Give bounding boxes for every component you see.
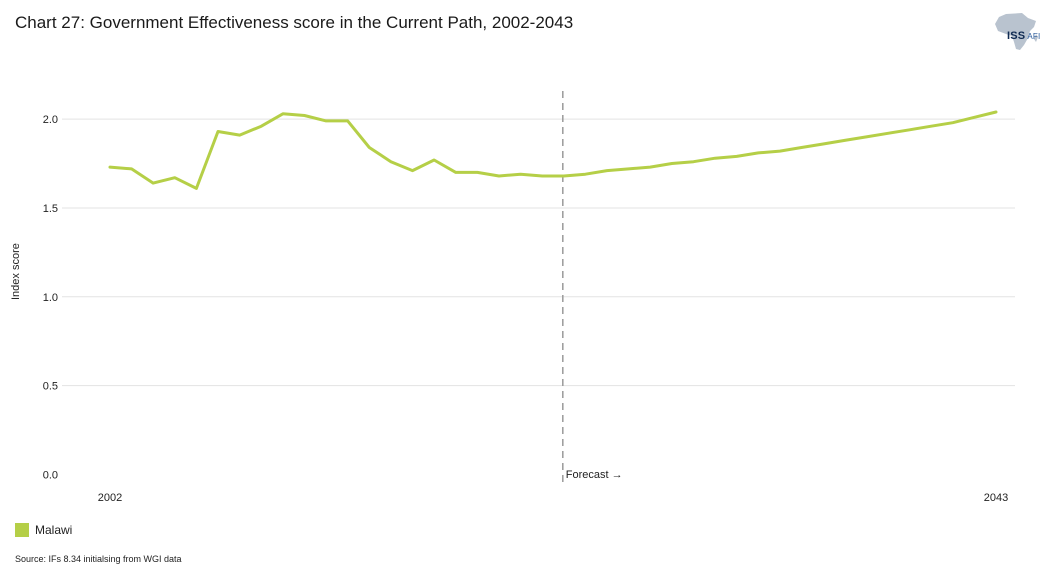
chart-title: Chart 27: Government Effectiveness score…	[15, 13, 574, 32]
legend-swatch-malawi	[15, 523, 29, 537]
logo-sub: AFI	[1027, 32, 1041, 41]
y-tick-label-4: 2.0	[43, 114, 58, 126]
logo-text: ISS AFI	[1007, 30, 1040, 42]
x-tick-label-1: 2043	[984, 492, 1008, 504]
forecast-label: Forecast →	[566, 469, 623, 481]
legend: Malawi	[15, 523, 72, 537]
y-tick-label-1: 0.5	[43, 381, 58, 393]
y-tick-label-3: 1.5	[43, 203, 58, 215]
source-note: Source: IFs 8.34 initialsing from WGI da…	[15, 554, 182, 564]
africa-map-icon	[995, 13, 1038, 50]
y-tick-label-2: 1.0	[43, 292, 58, 304]
series-line-malawi	[108, 110, 998, 190]
logo-label: ISS	[1007, 30, 1026, 42]
legend-label-malawi: Malawi	[35, 523, 73, 537]
x-tick-label-0: 2002	[98, 492, 122, 504]
y-tick-label-0: 0.0	[43, 470, 58, 482]
y-axis-label: Index score	[10, 243, 22, 300]
